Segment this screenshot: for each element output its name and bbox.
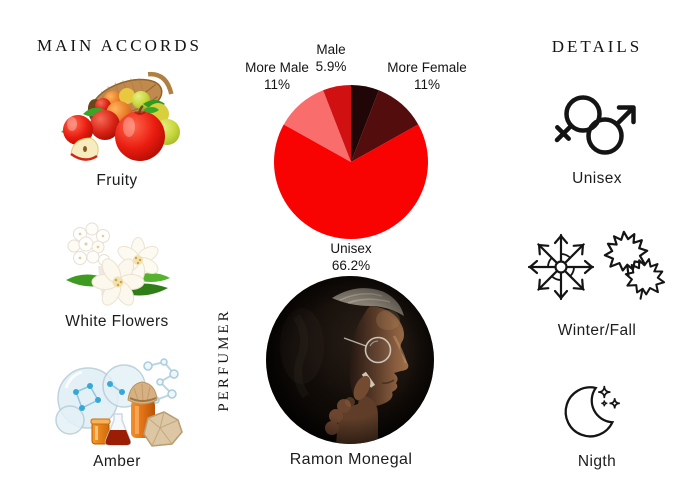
snowflake-icon [527,233,595,301]
pie-slice-more-female [351,90,419,162]
large-flower-1 [117,237,159,283]
jasmine-cluster [67,222,110,266]
maple-leaf-icon-1 [603,230,649,277]
pie-slice-male [323,85,351,162]
female-symbol-crossbar [555,125,571,141]
flask [104,413,132,446]
fruity-image [61,71,180,161]
accord-label-amber: Amber [93,453,141,470]
amber-image [55,358,183,447]
female-symbol-circle [564,95,602,133]
crescent-moon [564,386,615,438]
male-symbol-circle [586,117,624,155]
detail-label-night: Nigth [577,453,617,470]
pie-slice-unisex [274,124,428,239]
main-accords-title: MAIN ACCORDS [37,36,202,55]
maple-leaf-icon-2 [624,258,666,300]
male-symbol-arrow [614,106,635,127]
night-moon-icon [564,385,620,438]
pie-label-male: Male 5.9% [315,42,347,74]
sparkle-star-small [601,400,608,407]
male-symbol-arrowhead [616,105,636,125]
perfumer-heading: PERFUMER [216,308,232,412]
pie-slice-unlabeled [351,85,379,162]
accord-label-fruity: Fruity [96,172,138,189]
perfumer-photo [266,276,434,444]
pie-label-more-male: More Male 11% [245,60,309,92]
gender-pie-chart [274,85,428,239]
small-amber-jar [90,418,111,445]
sparkle-star-medium [609,398,620,409]
amber-resin-rock [143,411,183,447]
white-flowers-image [66,222,170,306]
winter-fall-icon [527,230,666,301]
large-flower-2 [91,258,145,306]
molecule-chain [143,358,179,404]
detail-label-unisex: Unisex [572,170,622,187]
perfumer-name: Ramon Monegal [289,451,413,468]
detail-label-winter-fall: Winter/Fall [557,322,637,339]
sparkle-star-large [598,385,611,399]
details-title: DETAILS [551,37,643,56]
pie-label-unisex: Unisex 66.2% [330,241,372,273]
accord-label-white-flowers: White Flowers [65,313,169,330]
pie-slice-more-male [283,90,351,162]
bubbles [55,364,146,435]
unisex-gender-icon [554,95,636,155]
pie-label-more-female: More Female 11% [387,60,467,92]
